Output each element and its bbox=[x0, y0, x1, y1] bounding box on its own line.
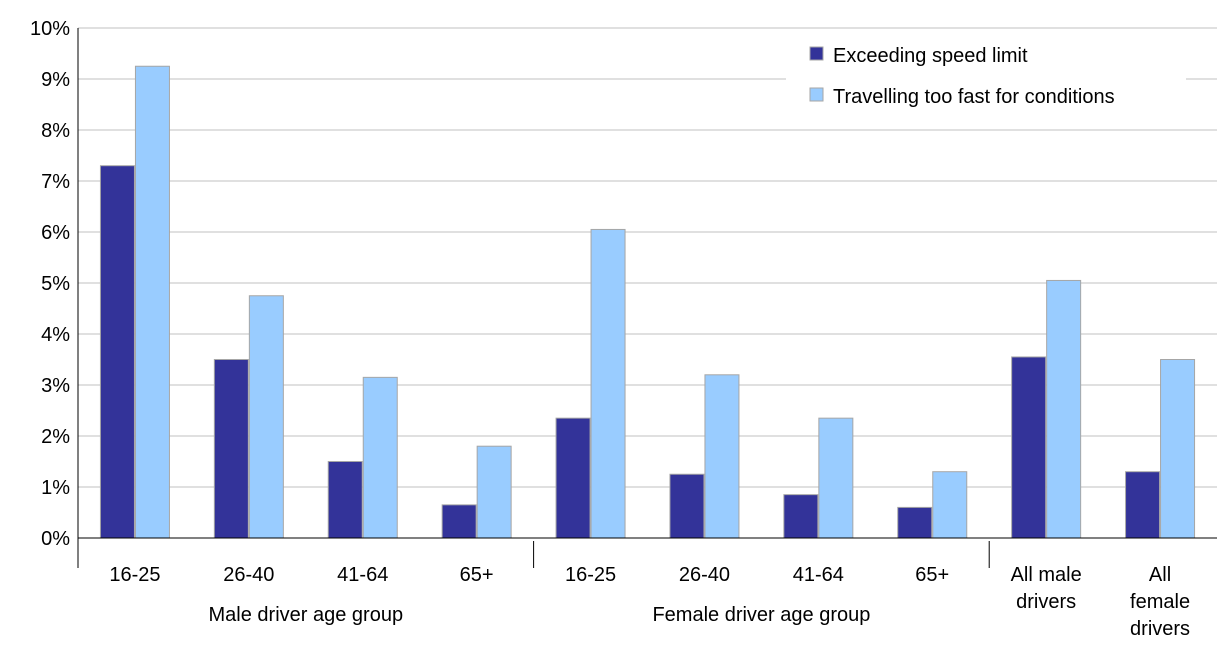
group-label: Female driver age group bbox=[652, 604, 870, 626]
bar-exceeding-speed-limit bbox=[897, 506, 933, 539]
legend: Exceeding speed limit Travelling too fast… bbox=[786, 38, 1186, 116]
y-tick-label: 2% bbox=[41, 426, 70, 448]
bar-exceeding-speed-limit bbox=[327, 461, 363, 539]
bar-too-fast-for-conditions bbox=[932, 471, 968, 539]
bar-exceeding-speed-limit bbox=[669, 473, 705, 539]
y-tick-label: 0% bbox=[41, 528, 70, 550]
x-tick-labels: 16-25 26-40 41-64 65+ 16-25 26-40 41-64 65+ All … bbox=[109, 564, 1190, 640]
y-tick-label: 5% bbox=[41, 273, 70, 295]
bar-exceeding-speed-limit bbox=[99, 165, 135, 539]
y-tick-label: 8% bbox=[41, 120, 70, 142]
bar-exceeding-speed-limit bbox=[213, 359, 249, 539]
y-tick-label: 7% bbox=[41, 171, 70, 193]
bar-too-fast-for-conditions bbox=[590, 228, 626, 539]
bar-exceeding-speed-limit bbox=[1125, 471, 1161, 539]
legend-label: Exceeding speed limit bbox=[833, 45, 1028, 67]
y-tick-label: 3% bbox=[41, 375, 70, 397]
y-tick-label: 9% bbox=[41, 69, 70, 91]
legend-swatch bbox=[809, 46, 824, 61]
legend-box bbox=[786, 38, 1186, 116]
y-tick-label: 4% bbox=[41, 324, 70, 346]
bar-exceeding-speed-limit bbox=[555, 417, 591, 539]
x-tick-label: 16-25 bbox=[109, 564, 160, 586]
x-tick-label: 41-64 bbox=[337, 564, 388, 586]
bar-exceeding-speed-limit bbox=[441, 504, 477, 539]
x-tick-label: 16-25 bbox=[565, 564, 616, 586]
x-tick-label: 26-40 bbox=[223, 564, 274, 586]
x-tick-label: All male drivers bbox=[1011, 564, 1082, 613]
group-labels: Male driver age group Female driver age g… bbox=[209, 604, 871, 626]
bar-too-fast-for-conditions bbox=[1160, 359, 1196, 539]
bar-too-fast-for-conditions bbox=[362, 376, 398, 539]
group-label: Male driver age group bbox=[209, 604, 404, 626]
y-tick-label: 1% bbox=[41, 477, 70, 499]
bar-too-fast-for-conditions bbox=[704, 374, 740, 539]
axes bbox=[77, 28, 1217, 568]
y-tick-label: 6% bbox=[41, 222, 70, 244]
bar-exceeding-speed-limit bbox=[783, 494, 819, 539]
bar-too-fast-for-conditions bbox=[476, 445, 512, 539]
y-tick-label: 10% bbox=[30, 18, 70, 40]
bar-too-fast-for-conditions bbox=[818, 417, 854, 539]
bar-too-fast-for-conditions bbox=[1046, 279, 1082, 539]
bar-too-fast-for-conditions bbox=[248, 295, 284, 539]
bar-exceeding-speed-limit bbox=[1011, 356, 1047, 539]
bar-too-fast-for-conditions bbox=[134, 65, 170, 539]
x-tick-label: 41-64 bbox=[793, 564, 844, 586]
legend-label: Travelling too fast for conditions bbox=[833, 86, 1115, 108]
x-tick-label: 65+ bbox=[460, 564, 494, 586]
y-tick-labels: 0% 1% 2% 3% 4% 5% 6% 7% 8% 9% 10% bbox=[30, 18, 70, 550]
legend-swatch bbox=[809, 87, 824, 102]
x-tick-label: All female drivers bbox=[1130, 564, 1190, 640]
x-tick-label: 26-40 bbox=[679, 564, 730, 586]
bars bbox=[99, 65, 1196, 539]
x-tick-label: 65+ bbox=[915, 564, 949, 586]
